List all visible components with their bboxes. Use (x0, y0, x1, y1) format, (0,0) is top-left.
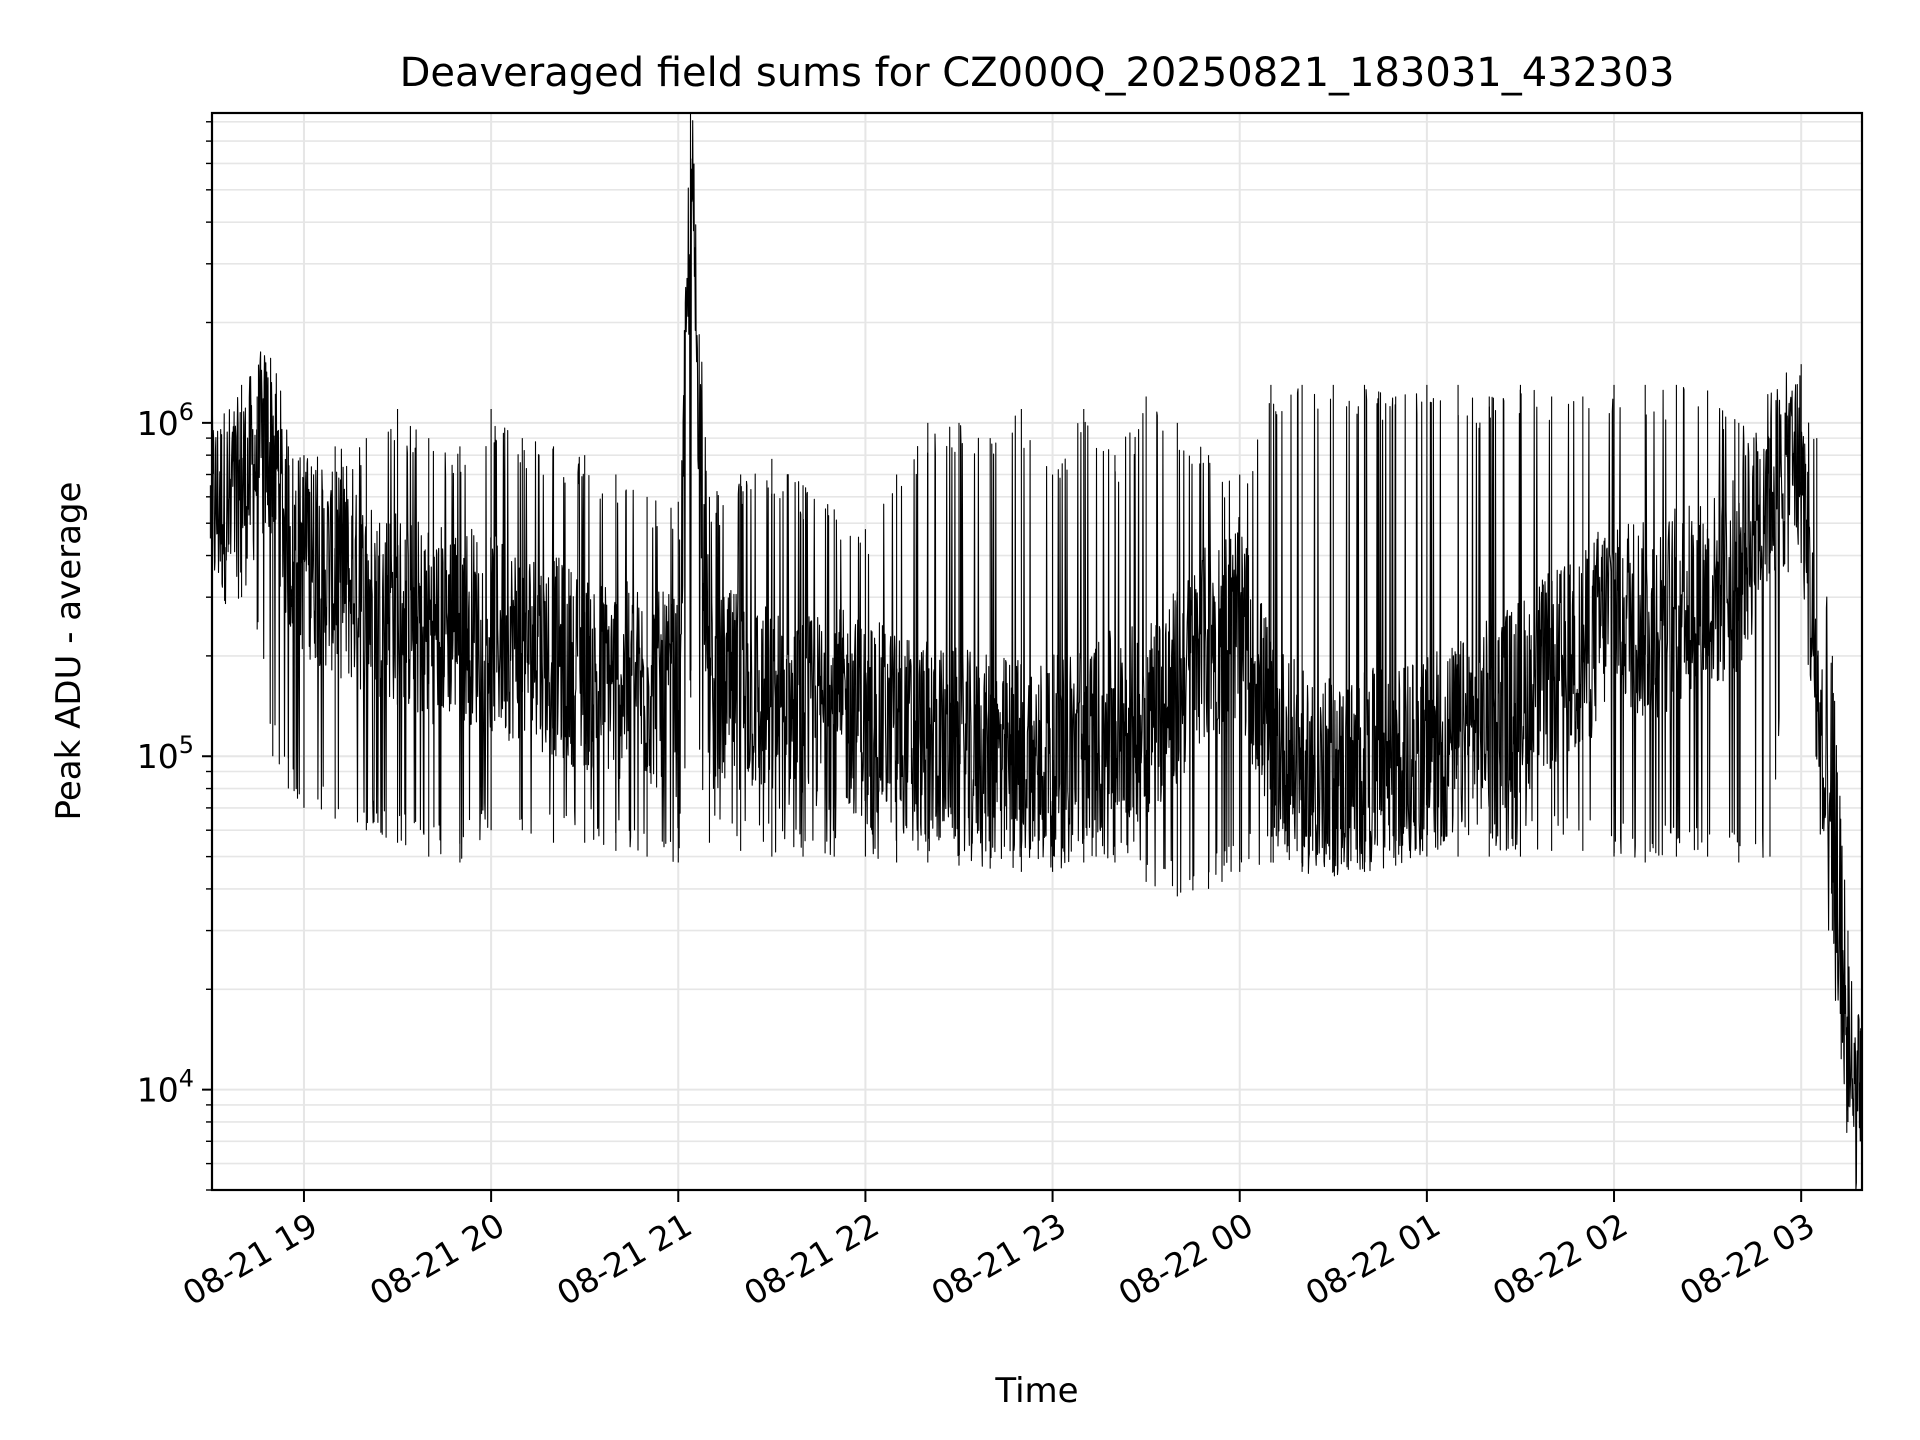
x-tick-label: 08-21 22 (737, 1205, 885, 1313)
plot-frame (210, 111, 1864, 1192)
y-axis-label: Peak ADU - average (49, 482, 89, 821)
y-tick-label: 105 (137, 731, 194, 776)
x-tick-label: 08-21 19 (176, 1205, 324, 1313)
y-tick-label: 104 (137, 1065, 194, 1110)
x-tick-label: 08-22 00 (1112, 1205, 1260, 1313)
x-axis-label: Time (994, 1371, 1078, 1411)
x-tick-label: 08-21 20 (363, 1205, 511, 1313)
x-tick-label: 08-22 02 (1486, 1205, 1634, 1313)
x-tick-label: 08-22 01 (1299, 1205, 1447, 1313)
x-tick-label: 08-21 21 (550, 1205, 698, 1313)
series-line (211, 112, 1863, 1191)
chart-title: Deaveraged field sums for CZ000Q_2025082… (400, 50, 1675, 96)
x-tick-label: 08-21 23 (925, 1205, 1073, 1313)
y-tick-label: 106 (137, 398, 194, 443)
x-tick-label: 08-22 03 (1673, 1205, 1821, 1313)
x-axis: 08-21 19 08-21 20 08-21 21 08-21 22 08-21 23… (176, 1190, 1821, 1313)
data-series (209, 112, 1863, 1191)
y-axis: 104 105 106 (137, 121, 212, 1191)
